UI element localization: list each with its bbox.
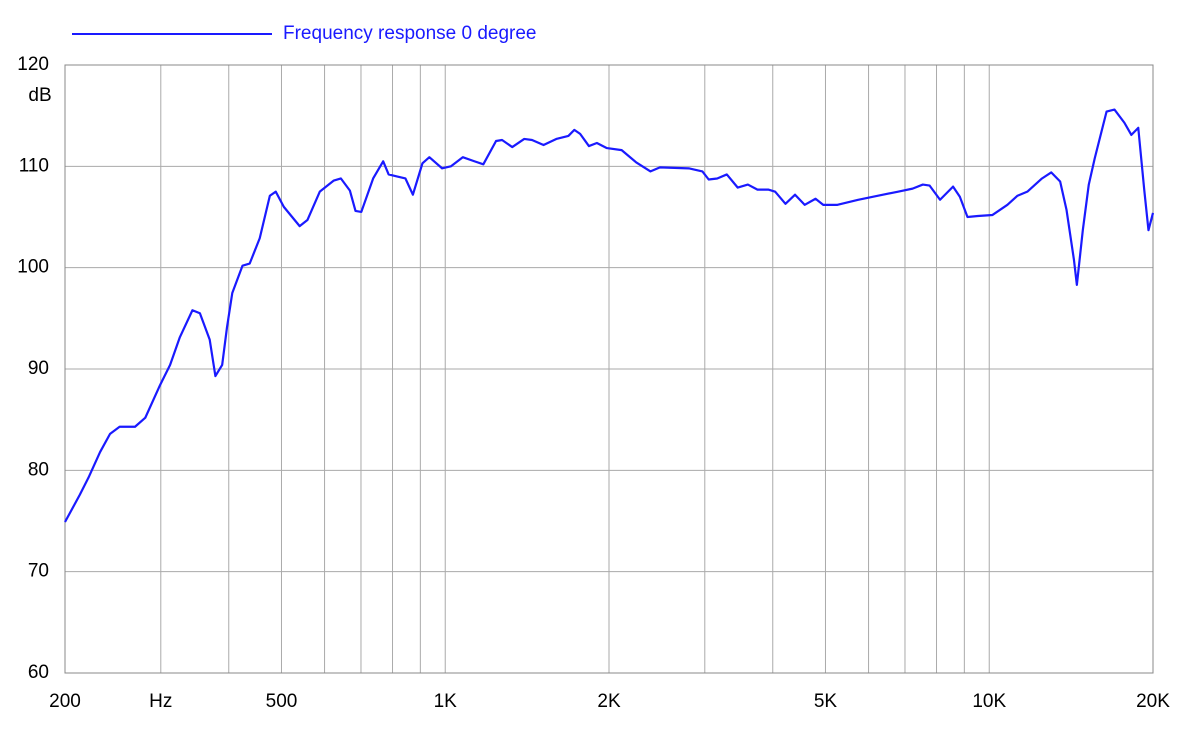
legend-label: Frequency response 0 degree: [283, 23, 537, 44]
y-tick-label: 80: [28, 459, 49, 480]
y-tick-label: 70: [28, 561, 49, 582]
y-tick-label: 60: [28, 662, 49, 683]
y-axis-label: dB: [28, 85, 51, 106]
series-line: [64, 108, 1155, 523]
x-tick-label: 1K: [434, 691, 458, 712]
y-tick-label: 90: [28, 358, 49, 379]
x-tick-label: 200: [49, 691, 81, 712]
x-tick-label: 500: [266, 691, 298, 712]
x-tick-label: 20K: [1136, 691, 1170, 712]
x-tick-label: 2K: [597, 691, 621, 712]
y-tick-label: 100: [17, 257, 49, 278]
x-tick-label: 5K: [814, 691, 838, 712]
plot-area: [64, 108, 1155, 523]
y-tick-label: 120: [17, 54, 49, 75]
y-tick-label: 110: [19, 155, 49, 176]
x-tick-label: Hz: [149, 691, 172, 712]
x-tick-label: 10K: [972, 691, 1006, 712]
plot-frame: [64, 64, 1154, 674]
